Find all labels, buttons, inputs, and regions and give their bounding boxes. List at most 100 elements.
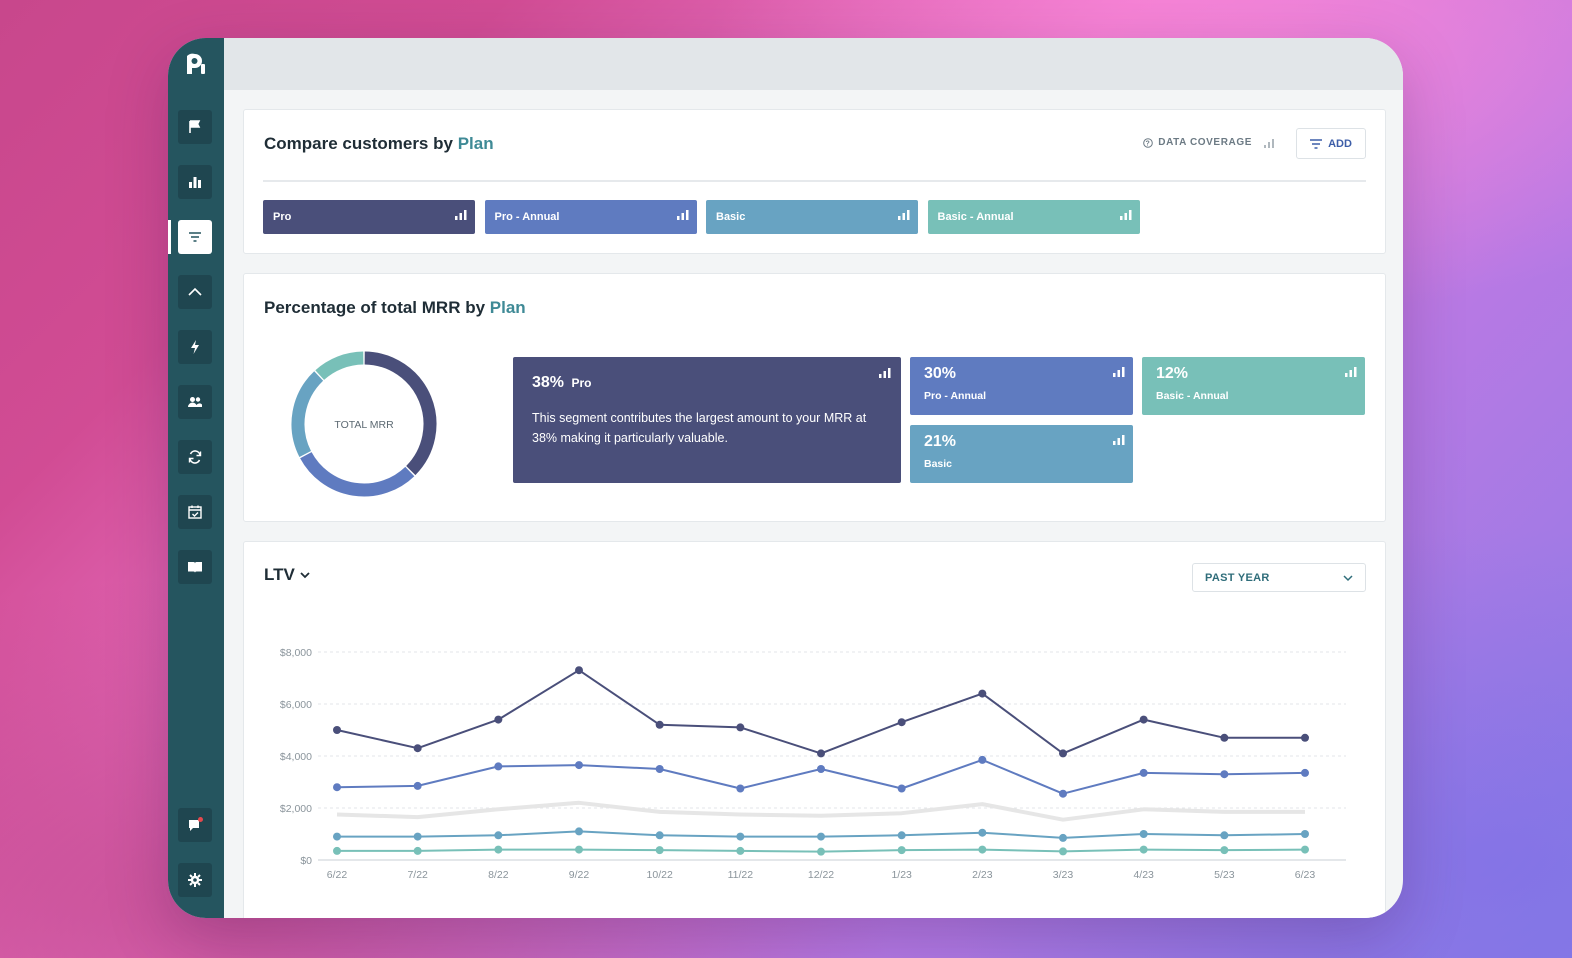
series-point[interactable]: [978, 689, 987, 698]
series-point[interactable]: [1301, 768, 1309, 777]
series-point[interactable]: [1220, 846, 1229, 855]
featured-segment-tile[interactable]: 38% Pro This segment contributes the lar…: [513, 357, 901, 483]
series-point[interactable]: [575, 845, 583, 854]
series-point[interactable]: [897, 784, 906, 793]
series-point[interactable]: [736, 846, 745, 855]
series-point[interactable]: [494, 831, 503, 840]
trend-icon: [188, 287, 202, 296]
app-logo[interactable]: [182, 50, 210, 78]
series-point[interactable]: [1220, 770, 1229, 779]
donut-slice[interactable]: [291, 371, 324, 457]
y-tick-label: $8,000: [280, 647, 312, 659]
series-point[interactable]: [817, 847, 825, 856]
series-point[interactable]: [736, 832, 745, 841]
series-point[interactable]: [1139, 768, 1148, 777]
series-point[interactable]: [1301, 845, 1309, 854]
series-line[interactable]: [336, 758, 1306, 795]
nav-item-automations[interactable]: [178, 330, 212, 364]
nav-item-sync[interactable]: [178, 440, 212, 474]
nav-item-trends[interactable]: [178, 275, 212, 309]
donut-slice[interactable]: [300, 451, 415, 497]
series-point[interactable]: [655, 831, 664, 840]
mrr-title-plan[interactable]: Plan: [489, 298, 526, 317]
series-point[interactable]: [494, 715, 503, 724]
nav-item-flags[interactable]: [178, 110, 212, 144]
series-point[interactable]: [817, 765, 825, 773]
donut-slice[interactable]: [364, 351, 437, 476]
series-point[interactable]: [413, 744, 422, 753]
nav-item-segments[interactable]: [178, 220, 212, 254]
series-point[interactable]: [655, 765, 664, 773]
series-point[interactable]: [897, 846, 906, 855]
series-point[interactable]: [978, 845, 987, 854]
x-tick-label: 2/23: [972, 869, 993, 881]
ltv-line-chart[interactable]: $0 $2,000 $4,000 $6,000 $8,000 6/22 7/22 8/22 9/…: [244, 582, 1385, 918]
series-point[interactable]: [736, 784, 745, 793]
segment-chip[interactable]: Basic: [706, 200, 918, 234]
series-point[interactable]: [575, 761, 583, 770]
add-segment-button[interactable]: ADD: [1296, 128, 1366, 159]
series-point[interactable]: [1059, 847, 1067, 856]
series-point[interactable]: [333, 846, 341, 855]
series-line[interactable]: [336, 669, 1305, 755]
series-point[interactable]: [333, 726, 341, 734]
app-window: Compare customers by Plan ? DATA COVERAG…: [168, 38, 1403, 918]
series-point[interactable]: [1059, 833, 1067, 842]
segment-tile-pro-annual[interactable]: 30% Pro - Annual: [910, 357, 1133, 415]
donut-slice[interactable]: [315, 351, 364, 381]
nav-item-messages[interactable]: [178, 808, 212, 842]
series-point[interactable]: [978, 755, 987, 764]
featured-pct: 38%: [532, 374, 565, 391]
segment-chip[interactable]: Pro: [263, 200, 475, 234]
compare-title: Compare customers by Plan: [264, 134, 494, 154]
x-tick-label: 12/22: [808, 869, 834, 881]
series-point[interactable]: [413, 846, 422, 855]
series-point[interactable]: [413, 832, 422, 841]
compare-title-plan[interactable]: Plan: [457, 134, 494, 153]
period-dropdown[interactable]: PAST YEAR: [1192, 563, 1366, 592]
ltv-card: LTV PAST YEAR $0 $2,000 $4,000 $6,000 $8,000…: [243, 541, 1386, 918]
data-coverage[interactable]: ? DATA COVERAGE: [1143, 137, 1277, 148]
series-point[interactable]: [897, 718, 906, 727]
series-point[interactable]: [1059, 789, 1067, 798]
series-point[interactable]: [575, 666, 583, 675]
series-point[interactable]: [1301, 830, 1309, 838]
series-point[interactable]: [1301, 733, 1309, 742]
series-point[interactable]: [494, 762, 503, 771]
nav-item-docs[interactable]: [178, 550, 212, 584]
mrr-card: Percentage of total MRR by Plan TOTAL MR…: [243, 273, 1386, 522]
series-point[interactable]: [978, 828, 987, 837]
series-point[interactable]: [1139, 715, 1148, 724]
bars-icon: [1345, 367, 1357, 377]
series-point[interactable]: [897, 831, 906, 840]
series-point[interactable]: [333, 832, 341, 841]
series-point[interactable]: [655, 720, 664, 729]
nav-item-calendar[interactable]: [178, 495, 212, 529]
series-point[interactable]: [1139, 845, 1148, 854]
series-point[interactable]: [736, 723, 745, 732]
bars-icon: [898, 210, 910, 220]
series-point[interactable]: [575, 827, 583, 836]
series-point[interactable]: [333, 783, 341, 792]
ltv-metric-selector[interactable]: LTV: [264, 565, 310, 585]
segment-tile-basic-annual[interactable]: 12% Basic - Annual: [1142, 357, 1365, 415]
series-point[interactable]: [494, 845, 503, 854]
nav-item-settings[interactable]: [178, 863, 212, 897]
series-point[interactable]: [655, 846, 664, 855]
series-point[interactable]: [1139, 830, 1148, 838]
mrr-donut-chart[interactable]: TOTAL MRR: [288, 348, 440, 500]
series-point[interactable]: [1220, 831, 1229, 840]
series-point[interactable]: [817, 832, 825, 841]
segment-chip[interactable]: Pro - Annual: [484, 200, 697, 234]
segment-chip[interactable]: Basic - Annual: [927, 200, 1140, 234]
nav-item-charts[interactable]: [178, 165, 212, 199]
series-point[interactable]: [1059, 749, 1067, 758]
series-point[interactable]: [1220, 733, 1229, 742]
filter-icon: [189, 232, 201, 242]
segment-tile-basic[interactable]: 21% Basic: [910, 425, 1133, 483]
book-icon: [188, 562, 202, 573]
series-point[interactable]: [817, 749, 825, 758]
series-line[interactable]: [336, 800, 1305, 822]
nav-item-customers[interactable]: [178, 385, 212, 419]
series-point[interactable]: [413, 781, 422, 790]
